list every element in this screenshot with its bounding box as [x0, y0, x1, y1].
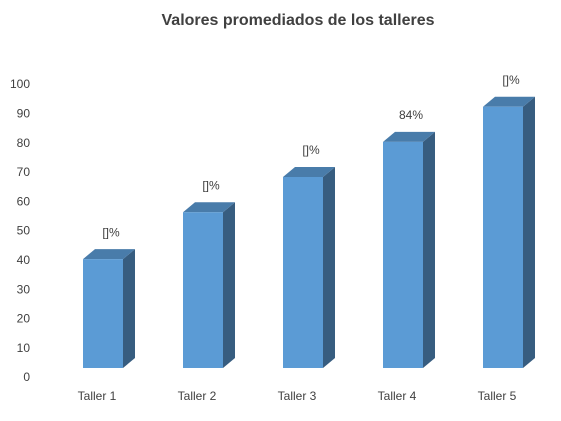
bar-side [123, 249, 135, 368]
y-tick-label: 0 [23, 370, 30, 384]
bar-side [523, 96, 535, 368]
bar-side [223, 202, 235, 368]
y-tick-label: 20 [17, 312, 31, 326]
bar [383, 131, 435, 368]
x-tick-label: Taller 1 [78, 389, 117, 403]
bar-front [83, 259, 123, 368]
bar-top [83, 249, 135, 260]
bar [183, 202, 235, 368]
x-tick-label: Taller 2 [178, 389, 217, 403]
y-tick-label: 70 [17, 165, 31, 179]
x-tick-label: Taller 5 [478, 389, 517, 403]
bar [283, 167, 335, 368]
bar-side [323, 167, 335, 368]
x-tick-label: Taller 4 [378, 389, 417, 403]
y-tick-label: 40 [17, 253, 31, 267]
bar-front [483, 106, 523, 368]
bar-top [283, 167, 335, 178]
bar [83, 249, 135, 368]
value-label: []% [302, 143, 320, 157]
bar-side [423, 131, 435, 368]
value-label: []% [202, 178, 220, 192]
chart-title: Valores promediados de los talleres [162, 12, 435, 29]
bar [483, 96, 535, 368]
bar-top [383, 131, 435, 142]
value-label: []% [102, 225, 120, 239]
bar-top [183, 202, 235, 213]
bar-front [383, 141, 423, 368]
y-tick-label: 90 [17, 106, 31, 120]
y-tick-label: 30 [17, 282, 31, 296]
y-tick-label: 10 [17, 341, 31, 355]
x-tick-label: Taller 3 [278, 389, 317, 403]
value-label: 84% [399, 108, 423, 122]
y-tick-label: 80 [17, 136, 31, 150]
bar-front [183, 212, 223, 368]
y-tick-label: 100 [10, 77, 30, 91]
value-label: []% [502, 73, 520, 87]
y-tick-label: 50 [17, 224, 31, 238]
bar-front [283, 177, 323, 368]
bar-top [483, 96, 535, 107]
y-tick-label: 60 [17, 194, 31, 208]
